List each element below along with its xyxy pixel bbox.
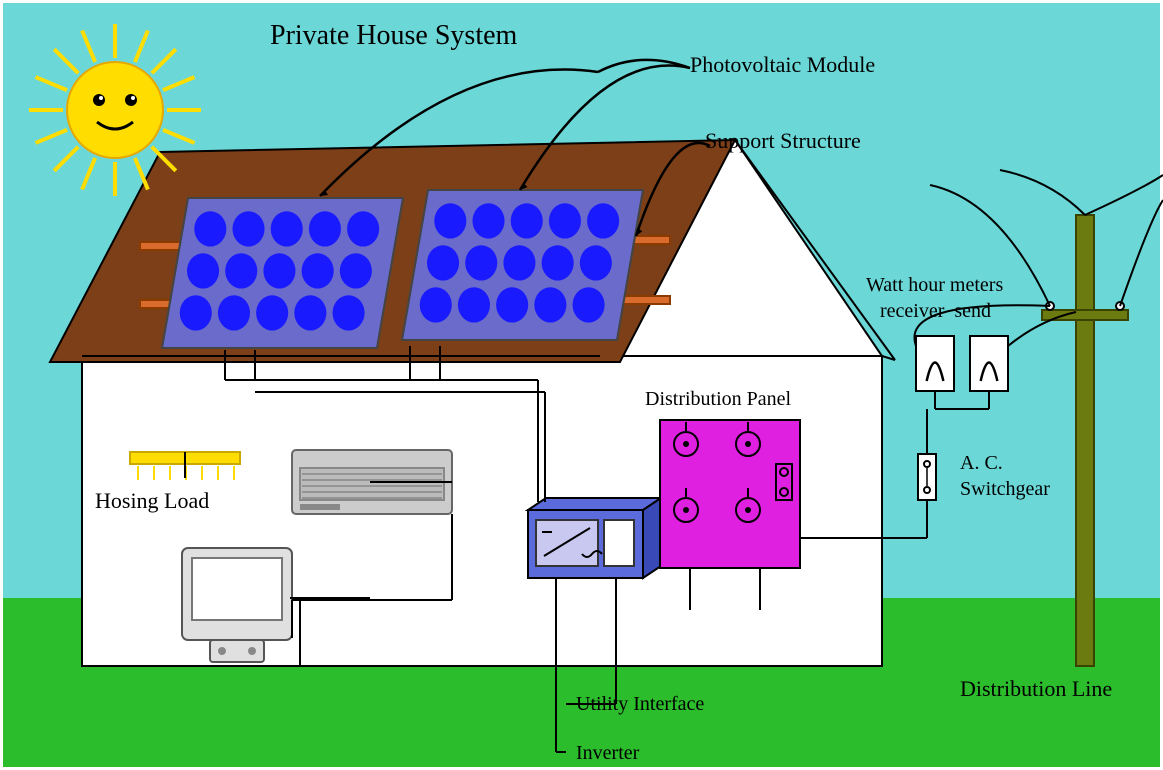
label-inverter: Inverter (576, 742, 639, 765)
label-switchgear-1: A. C. (960, 452, 1003, 475)
label-support: Support Structure (705, 128, 861, 154)
label-meters-2: receiver send (880, 300, 991, 323)
label-utility: Utility Interface (576, 693, 704, 716)
label-dist-panel: Distribution Panel (645, 388, 791, 411)
title: Private House System (270, 20, 517, 52)
label-switchgear-2: Switchgear (960, 478, 1050, 501)
diagram-canvas (0, 0, 1163, 770)
label-dist-line: Distribution Line (960, 676, 1112, 702)
label-hosing-load: Hosing Load (95, 488, 209, 514)
label-photovoltaic: Photovoltaic Module (690, 52, 875, 78)
label-meters-1: Watt hour meters (866, 274, 1003, 297)
